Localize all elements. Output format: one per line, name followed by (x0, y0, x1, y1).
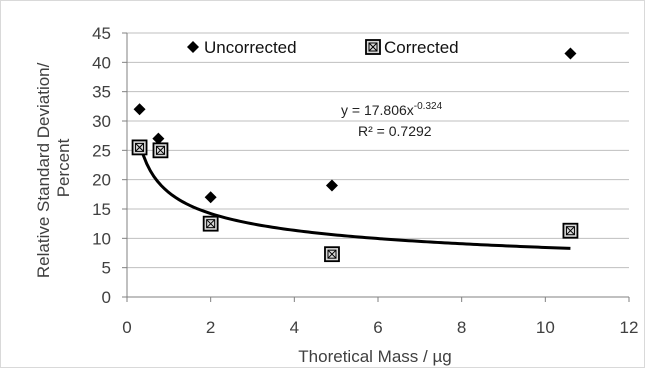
corrected-point-0-inner (135, 142, 145, 152)
x-tick-label-10: 10 (536, 318, 555, 337)
corrected-point-1-cross-b (156, 145, 165, 155)
corrected-point-0-cross-b (135, 143, 144, 152)
legend-corrected-marker-inner (368, 42, 378, 52)
trendline (138, 142, 571, 250)
corrected-point-3-cross-b (327, 249, 337, 259)
y-axis-title: Relative Standard Deviation/ Percent (34, 58, 73, 278)
corrected-point-3 (324, 246, 340, 263)
y-tick-label-40: 40 (92, 53, 111, 72)
uncorrected-point-4 (564, 47, 577, 60)
legend-corrected-label: Corrected (384, 38, 459, 57)
corrected-point-1-inner (155, 145, 165, 155)
legend-uncorrected-label: Uncorrected (204, 38, 297, 57)
x-axis-title: Thoretical Mass / µg (298, 347, 451, 366)
y-tick-label-30: 30 (92, 112, 111, 131)
corrected-point-2-inner (206, 219, 216, 229)
x-tick-label-8: 8 (457, 318, 466, 337)
y-tick-label-10: 10 (92, 229, 111, 248)
y-tick-label-45: 45 (92, 24, 111, 43)
y-tick-labels: 0 5 10 15 20 25 30 35 40 45 (92, 24, 111, 307)
legend: Uncorrected Corrected (187, 38, 459, 57)
y-axis-title-line2: Percent (54, 138, 73, 197)
corrected-point-2 (202, 215, 219, 232)
y-tick-label-35: 35 (92, 83, 111, 102)
x-tick-label-0: 0 (122, 318, 131, 337)
corrected-point-4-cross-b (566, 226, 575, 236)
trendline-path (138, 142, 571, 250)
legend-corrected-marker (365, 39, 381, 55)
x-tick-label-12: 12 (620, 318, 639, 337)
y-tick-label-0: 0 (102, 288, 111, 307)
uncorrected-point-1 (152, 132, 165, 145)
corrected-point-0 (131, 139, 148, 156)
x-tick-label-6: 6 (373, 318, 382, 337)
corrected-point-4-inner (565, 226, 575, 236)
corrected-point-2-cross-b (206, 219, 216, 229)
uncorrected-point-3 (325, 179, 338, 192)
uncorrected-point-0 (133, 103, 146, 116)
trend-equation: y = 17.806x-0.324 (341, 101, 443, 118)
y-axis-title-line1: Relative Standard Deviation/ (34, 62, 53, 278)
corrected-point-3-inner (327, 249, 337, 259)
axes (122, 32, 630, 302)
legend-corrected-marker-cross-b (368, 42, 378, 52)
corrected-point-4 (562, 222, 579, 239)
y-tick-label-5: 5 (102, 259, 111, 278)
y-tick-label-15: 15 (92, 200, 111, 219)
x-tick-labels: 0 2 4 6 8 10 12 (122, 318, 638, 337)
grid-lines (127, 32, 629, 269)
trend-equation-exponent: -0.324 (414, 101, 443, 112)
trend-equation-main: y = 17.806x (341, 102, 414, 118)
trend-r-squared: R² = 0.7292 (358, 123, 432, 139)
y-tick-label-25: 25 (92, 141, 111, 160)
x-tick-label-2: 2 (206, 318, 215, 337)
legend-uncorrected-marker (187, 41, 199, 53)
x-tick-label-4: 4 (290, 318, 299, 337)
uncorrected-point-2 (204, 191, 217, 204)
corrected-point-1 (152, 142, 169, 159)
data-points (131, 47, 579, 263)
y-tick-label-20: 20 (92, 171, 111, 190)
